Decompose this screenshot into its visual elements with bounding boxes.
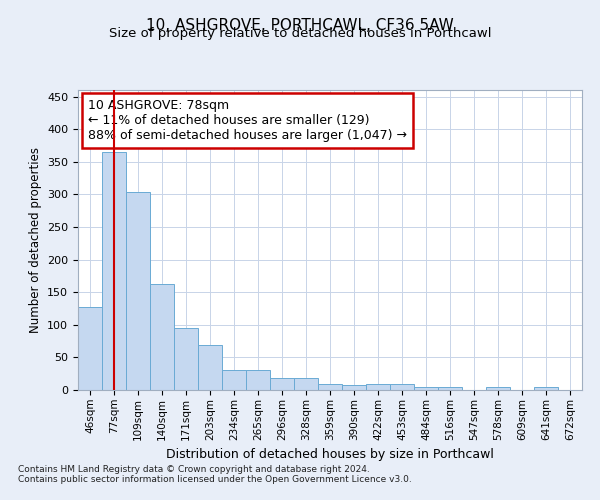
Bar [390, 384, 414, 390]
Bar [294, 378, 318, 390]
Bar [414, 388, 438, 390]
Bar [342, 386, 366, 390]
Bar [246, 370, 270, 390]
Text: 10 ASHGROVE: 78sqm
← 11% of detached houses are smaller (129)
88% of semi-detach: 10 ASHGROVE: 78sqm ← 11% of detached hou… [88, 99, 407, 142]
Bar [174, 328, 198, 390]
Bar [126, 192, 150, 390]
Bar [534, 388, 558, 390]
Bar [438, 388, 462, 390]
Y-axis label: Number of detached properties: Number of detached properties [29, 147, 41, 333]
Bar [150, 284, 174, 390]
Bar [222, 370, 246, 390]
Text: Contains public sector information licensed under the Open Government Licence v3: Contains public sector information licen… [18, 476, 412, 484]
Text: Size of property relative to detached houses in Porthcawl: Size of property relative to detached ho… [109, 28, 491, 40]
Bar [198, 345, 222, 390]
Bar [270, 378, 294, 390]
Bar [78, 306, 102, 390]
Bar [318, 384, 342, 390]
X-axis label: Distribution of detached houses by size in Porthcawl: Distribution of detached houses by size … [166, 448, 494, 461]
Text: 10, ASHGROVE, PORTHCAWL, CF36 5AW: 10, ASHGROVE, PORTHCAWL, CF36 5AW [146, 18, 454, 32]
Text: Contains HM Land Registry data © Crown copyright and database right 2024.: Contains HM Land Registry data © Crown c… [18, 466, 370, 474]
Bar [102, 152, 126, 390]
Bar [366, 384, 390, 390]
Bar [486, 388, 510, 390]
